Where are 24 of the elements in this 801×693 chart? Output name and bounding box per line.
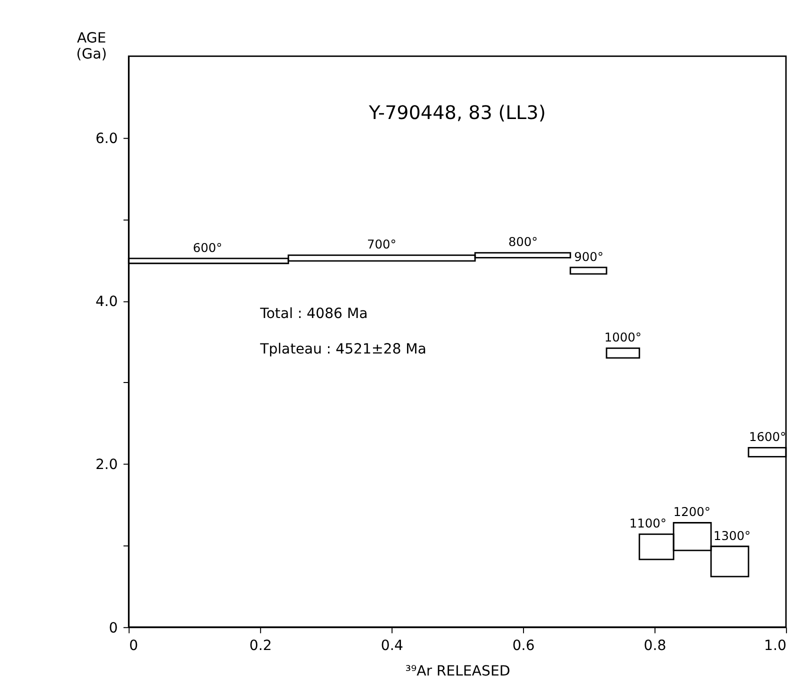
- annotation: Total : 4086 Ma: [259, 306, 368, 322]
- annotation: 600°: [192, 240, 222, 255]
- x-tick-label: 0: [129, 638, 138, 654]
- y-tick-label: 0: [108, 620, 118, 636]
- y-tick-label: 2.0: [95, 457, 118, 474]
- x-tick-label: 1.0: [764, 638, 786, 654]
- annotation: 1300°: [714, 528, 751, 543]
- annotation: 800°: [508, 235, 538, 250]
- y-axis-title: AGE (Ga): [76, 30, 107, 63]
- annotation: 1000°: [604, 330, 642, 345]
- x-axis-title: ³⁹Ar RELEASED: [405, 664, 510, 680]
- annotation: Tplateau : 4521±28 Ma: [259, 342, 426, 358]
- x-tick-label: 0.6: [512, 638, 535, 654]
- x-tick-label: 0.8: [644, 638, 666, 654]
- annotation: 700°: [367, 238, 396, 252]
- x-tick-label: 0.4: [380, 638, 404, 654]
- annotation: 1600°: [749, 430, 786, 444]
- y-tick-label: 4.0: [95, 294, 118, 310]
- annotation: 900°: [574, 250, 604, 264]
- y-tick-label: 6.0: [95, 130, 118, 147]
- annotation: 1100°: [629, 516, 666, 531]
- annotation: 1200°: [673, 505, 711, 520]
- x-tick-label: 0.2: [249, 638, 272, 654]
- text: Y-790448, 83 (LL3): [368, 102, 546, 124]
